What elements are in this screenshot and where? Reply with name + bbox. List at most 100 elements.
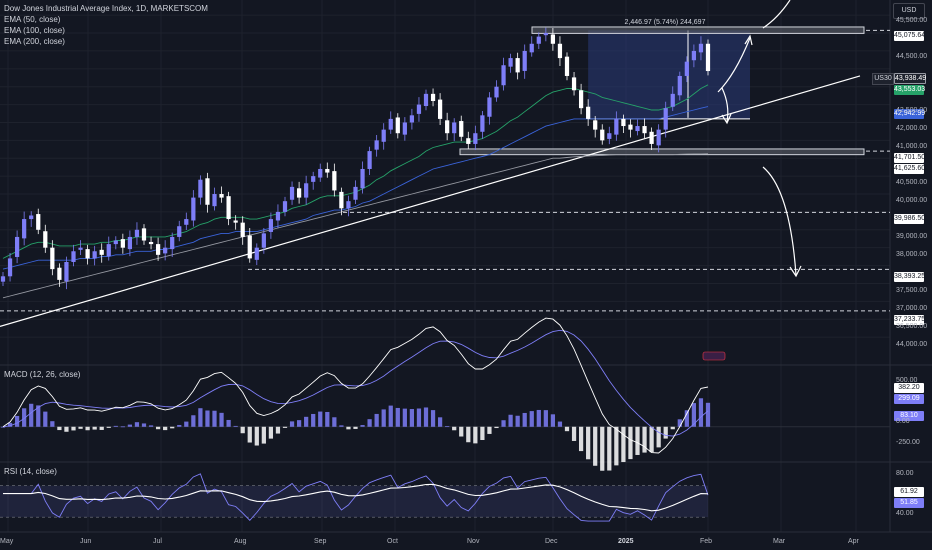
macd-histogram-bar — [14, 415, 20, 427]
macd-histogram-bar — [247, 426, 252, 443]
rsi-ma-value-tag: 51.85 — [894, 498, 924, 508]
currency-button[interactable]: USD — [893, 3, 925, 19]
event-flag-marker — [702, 351, 726, 361]
candle-body — [571, 77, 577, 91]
macd-histogram-bar — [501, 420, 506, 427]
candle-body — [670, 93, 675, 107]
candle-body — [155, 244, 161, 255]
time-axis-label: Nov — [467, 538, 480, 545]
candle-body — [247, 235, 252, 259]
price-axis-label: 37,500.00 — [896, 287, 928, 294]
macd-histogram-bar — [148, 425, 154, 427]
price-range-box — [588, 30, 750, 120]
candle-body — [374, 140, 379, 150]
candle-body — [78, 247, 83, 250]
candle-body — [0, 276, 6, 282]
candle-body — [50, 247, 55, 270]
ema100-legend[interactable]: EMA (100, close) — [4, 26, 65, 35]
macd-histogram-bar — [85, 426, 90, 431]
macd-histogram-bar — [473, 426, 478, 444]
candle-body — [691, 50, 697, 61]
candle-body — [43, 231, 48, 248]
macd-histogram-bar — [367, 419, 372, 427]
macd-histogram-bar — [452, 426, 457, 431]
candle-body — [14, 236, 20, 257]
macd-histogram-bar — [494, 426, 499, 429]
macd-histogram-bar — [184, 421, 189, 427]
candle-body — [459, 121, 464, 137]
arrow-long-down-path — [762, 166, 797, 276]
macd-histogram-bar — [642, 426, 647, 453]
symbol-tag: US30 — [872, 73, 894, 85]
candle-body — [508, 58, 513, 67]
candle-body — [564, 56, 570, 76]
candle-body — [550, 34, 556, 44]
candle-body — [445, 120, 450, 134]
macd-histogram-bar — [508, 414, 513, 427]
time-axis-label: 2025 — [618, 538, 634, 545]
macd-line — [2, 317, 709, 454]
macd-histogram-bar — [635, 426, 640, 455]
price-axis-label: 36,500.00 — [896, 323, 928, 330]
macd-histogram-bar — [353, 426, 358, 429]
arrow-down-head — [721, 113, 732, 125]
candle-body — [494, 86, 499, 98]
macd-histogram-bar — [346, 426, 351, 430]
ema200-legend[interactable]: EMA (200, close) — [4, 37, 65, 46]
macd-legend[interactable]: MACD (12, 26, close) — [4, 370, 81, 379]
candle-body — [332, 171, 337, 191]
macd-histogram-bar — [275, 426, 281, 434]
arrow-up-path — [717, 37, 751, 93]
candle-body — [254, 247, 259, 260]
price-axis-label: 44,500.00 — [896, 53, 928, 60]
candle-body — [240, 222, 245, 237]
rsi-band — [0, 485, 708, 518]
macd-histogram-bar — [127, 424, 133, 427]
candle-body — [487, 97, 492, 117]
candle-body — [381, 129, 386, 142]
macd-histogram-bar — [7, 422, 13, 427]
candle-body — [388, 118, 393, 130]
candle-body — [437, 99, 443, 119]
candle-body — [289, 186, 295, 200]
macd-histogram-bar — [339, 425, 344, 427]
candle-body — [395, 117, 400, 134]
candle-body — [607, 133, 612, 139]
macd-histogram-bar — [64, 426, 69, 432]
macd-histogram-bar — [614, 426, 619, 466]
candle-body — [268, 219, 274, 232]
candle-body — [698, 43, 704, 53]
time-axis-label: Dec — [545, 538, 558, 545]
ascending-trendline — [0, 75, 861, 327]
macd-histogram-bar — [466, 426, 471, 443]
macd-histogram-bar — [663, 426, 668, 439]
macd-histogram-bar — [99, 426, 104, 430]
candle-body — [212, 194, 217, 207]
ema50-legend[interactable]: EMA (50, close) — [4, 15, 61, 24]
time-axis-label: Aug — [234, 538, 247, 545]
time-axis-label: May — [0, 538, 14, 545]
candle-body — [92, 251, 97, 259]
candle-body — [177, 226, 182, 237]
candle-body — [480, 115, 485, 132]
measure-label: 2,446.97 (5.74%) 244,697 — [624, 19, 706, 26]
price-axis-label: 45,500.00 — [896, 17, 928, 24]
candle-body — [85, 249, 90, 259]
candle-body — [684, 61, 689, 76]
macd-histogram-bar — [684, 410, 689, 427]
candle-body — [184, 219, 189, 225]
macd-histogram-bar — [106, 426, 111, 428]
price-axis-label: 37,000.00 — [896, 305, 928, 312]
macd-histogram-bar — [536, 409, 541, 427]
rsi-legend[interactable]: RSI (14, close) — [4, 467, 57, 476]
price-axis-label: 42,000.00 — [896, 125, 928, 132]
rsi-value-tag: 61.92 — [894, 487, 924, 497]
candle-body — [113, 240, 118, 245]
macd-histogram-bar — [402, 408, 407, 427]
macd-histogram-bar — [78, 426, 83, 429]
candle-body — [515, 58, 520, 73]
macd-histogram-bar — [374, 413, 379, 427]
macd-value-tag: 382.20 — [894, 383, 924, 393]
candle-body — [649, 131, 654, 144]
